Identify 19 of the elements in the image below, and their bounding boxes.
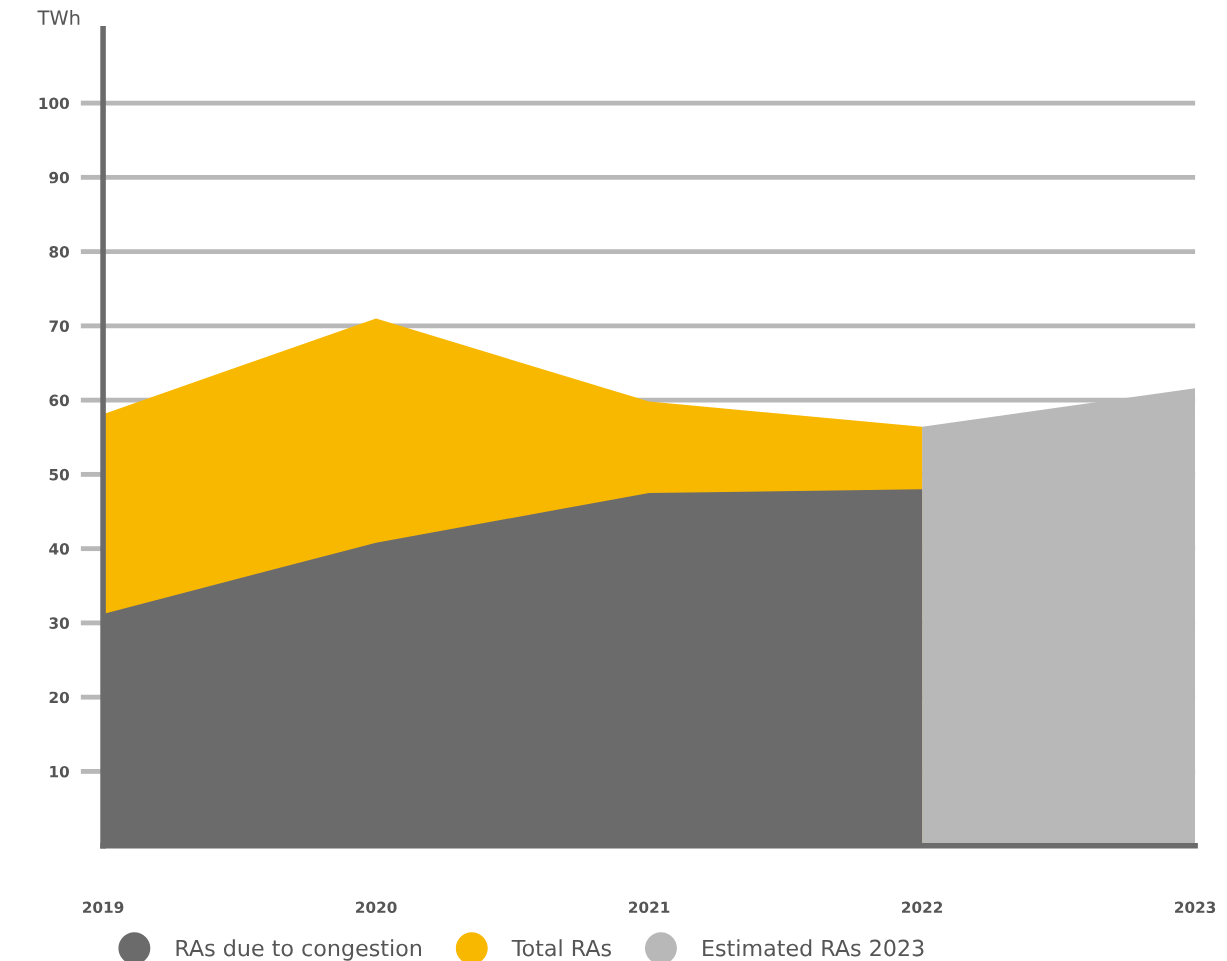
y-tick-label: 40 bbox=[49, 543, 69, 555]
legend-label: Total RAs bbox=[511, 939, 611, 957]
y-tick-label: 10 bbox=[50, 765, 69, 778]
y-tick-label: 100 bbox=[39, 97, 69, 110]
x-tick-label: 2023 bbox=[1175, 901, 1216, 914]
y-tick-label: 80 bbox=[49, 246, 69, 258]
y-tick-label: 30 bbox=[49, 617, 69, 629]
y-tick-label: 90 bbox=[49, 171, 69, 184]
y-tick-label: 20 bbox=[49, 691, 69, 704]
legend-label: RAs due to congestion bbox=[176, 939, 421, 961]
x-tick-label: 2022 bbox=[902, 901, 943, 914]
legend-label: Estimated RAs 2023 bbox=[703, 939, 924, 957]
y-tick-label: 70 bbox=[49, 320, 69, 332]
x-tick-label: 2021 bbox=[629, 901, 670, 914]
y-tick-label: 50 bbox=[49, 468, 69, 481]
x-tick-label: 2020 bbox=[356, 901, 397, 914]
y-axis-title: TWh bbox=[37, 10, 80, 25]
y-tick-label: 60 bbox=[49, 394, 69, 407]
x-tick-label: 2019 bbox=[83, 901, 124, 914]
